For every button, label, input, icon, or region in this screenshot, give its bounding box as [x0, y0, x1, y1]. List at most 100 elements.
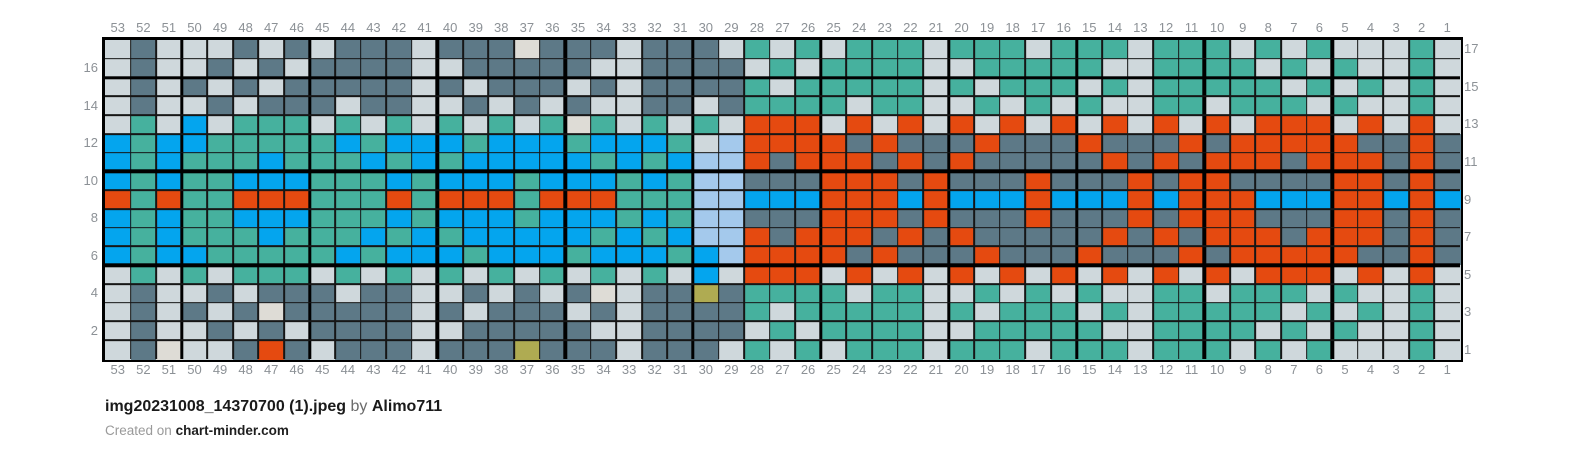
- column-number: 15: [1082, 20, 1097, 35]
- grid-cell: [1383, 190, 1410, 210]
- grid-cell: [1357, 340, 1385, 360]
- grid-cell: [1153, 302, 1180, 323]
- grid-cell: [795, 190, 822, 210]
- chart-minder-site-link[interactable]: chart-minder.com: [175, 423, 289, 438]
- grid-cell: [974, 265, 1001, 285]
- grid-line-vertical: [538, 40, 541, 359]
- grid-cell: [335, 96, 362, 116]
- grid-cell: [769, 190, 797, 210]
- grid-cell: [820, 96, 848, 116]
- pattern-chart-frame: [102, 37, 1463, 362]
- grid-cell: [130, 321, 157, 342]
- grid-cell: [999, 171, 1027, 191]
- grid-cell: [693, 77, 720, 98]
- grid-cell: [1178, 77, 1206, 98]
- grid-cell: [130, 77, 157, 98]
- grid-cell: [1204, 321, 1231, 342]
- grid-cell: [974, 227, 1001, 248]
- grid-line-horizontal: [105, 57, 1460, 60]
- grid-cell: [411, 133, 439, 154]
- grid-line-horizontal: [105, 283, 1460, 285]
- grid-cell: [1357, 208, 1385, 229]
- grid-cell: [514, 190, 541, 210]
- grid-cell: [846, 227, 873, 248]
- grid-cell: [1434, 340, 1461, 360]
- grid-cell: [974, 58, 1001, 79]
- grid-cell: [488, 340, 515, 360]
- grid-cell: [616, 190, 643, 210]
- grid-cell: [820, 283, 848, 304]
- grid-cell: [1434, 171, 1461, 191]
- grid-cell: [718, 190, 745, 210]
- grid-cell: [616, 77, 643, 98]
- grid-line-vertical: [768, 40, 771, 359]
- grid-cell: [846, 208, 873, 229]
- grid-cell: [386, 171, 413, 191]
- grid-cell: [1306, 96, 1333, 116]
- grid-cell: [130, 340, 157, 360]
- grid-cell: [462, 283, 490, 304]
- grid-cell: [335, 133, 362, 154]
- grid-cell: [590, 208, 618, 229]
- grid-cell: [488, 171, 515, 191]
- grid-cell: [1408, 58, 1436, 79]
- grid-cell: [1408, 265, 1436, 285]
- grid-cell: [309, 40, 336, 60]
- grid-cell: [1408, 40, 1436, 60]
- grid-cell: [462, 246, 490, 266]
- grid-line-vertical: [1280, 40, 1282, 359]
- by-label: by: [350, 398, 368, 415]
- column-number: 12: [1158, 362, 1174, 377]
- grid-cell: [1025, 190, 1052, 210]
- grid-cell: [1306, 227, 1333, 248]
- grid-cell: [616, 246, 643, 266]
- grid-cell: [1306, 302, 1333, 323]
- grid-cell: [1408, 227, 1436, 248]
- grid-cell: [1025, 321, 1052, 342]
- grid-cell: [309, 190, 336, 210]
- grid-cell: [360, 321, 388, 342]
- grid-cell: [590, 227, 618, 248]
- grid-line-vertical: [334, 40, 336, 359]
- grid-cell: [1332, 208, 1359, 229]
- grid-cell: [437, 190, 464, 210]
- grid-cell: [923, 96, 950, 116]
- grid-cell: [1178, 265, 1206, 285]
- column-number: 44: [340, 20, 356, 35]
- grid-cell: [437, 133, 464, 154]
- grid-cell: [1383, 115, 1410, 135]
- grid-cell: [1153, 171, 1180, 191]
- row-number: 9: [1464, 191, 1472, 207]
- grid-cell: [1408, 340, 1436, 360]
- grid-cell: [1178, 208, 1206, 229]
- grid-cell: [283, 152, 311, 173]
- grid-cell: [258, 96, 285, 116]
- grid-cell: [1204, 133, 1231, 154]
- grid-line-vertical: [435, 40, 440, 359]
- grid-cell: [999, 283, 1027, 304]
- grid-cell: [718, 96, 745, 116]
- grid-cell: [718, 115, 745, 135]
- column-number: 48: [238, 20, 253, 35]
- grid-cell: [514, 340, 541, 360]
- column-number: 40: [442, 362, 458, 377]
- grid-cell: [693, 208, 720, 229]
- grid-cell: [1204, 208, 1231, 229]
- grid-cell: [488, 302, 515, 323]
- grid-cell: [1408, 302, 1436, 323]
- grid-cell: [1102, 133, 1129, 154]
- grid-cell: [1025, 96, 1052, 116]
- grid-cell: [795, 115, 822, 135]
- column-number: 1: [1443, 362, 1451, 377]
- grid-cell: [309, 77, 336, 98]
- grid-cell: [283, 227, 311, 248]
- grid-line-vertical: [794, 40, 797, 359]
- grid-cell: [718, 152, 745, 173]
- grid-cell: [1357, 133, 1385, 154]
- grid-cell: [616, 171, 643, 191]
- grid-cell: [590, 115, 618, 135]
- grid-cell: [871, 208, 899, 229]
- grid-cell: [616, 283, 643, 304]
- grid-cell: [488, 321, 515, 342]
- grid-cell: [1178, 227, 1206, 248]
